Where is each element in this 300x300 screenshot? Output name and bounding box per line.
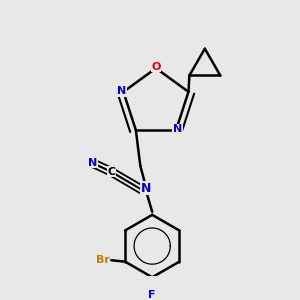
Text: N: N bbox=[173, 124, 182, 134]
Text: N: N bbox=[88, 158, 97, 168]
Text: N: N bbox=[141, 182, 152, 195]
Text: F: F bbox=[148, 290, 156, 300]
Text: N: N bbox=[117, 86, 127, 96]
Text: O: O bbox=[151, 62, 160, 72]
Text: C: C bbox=[107, 167, 115, 177]
Text: Br: Br bbox=[96, 255, 110, 265]
